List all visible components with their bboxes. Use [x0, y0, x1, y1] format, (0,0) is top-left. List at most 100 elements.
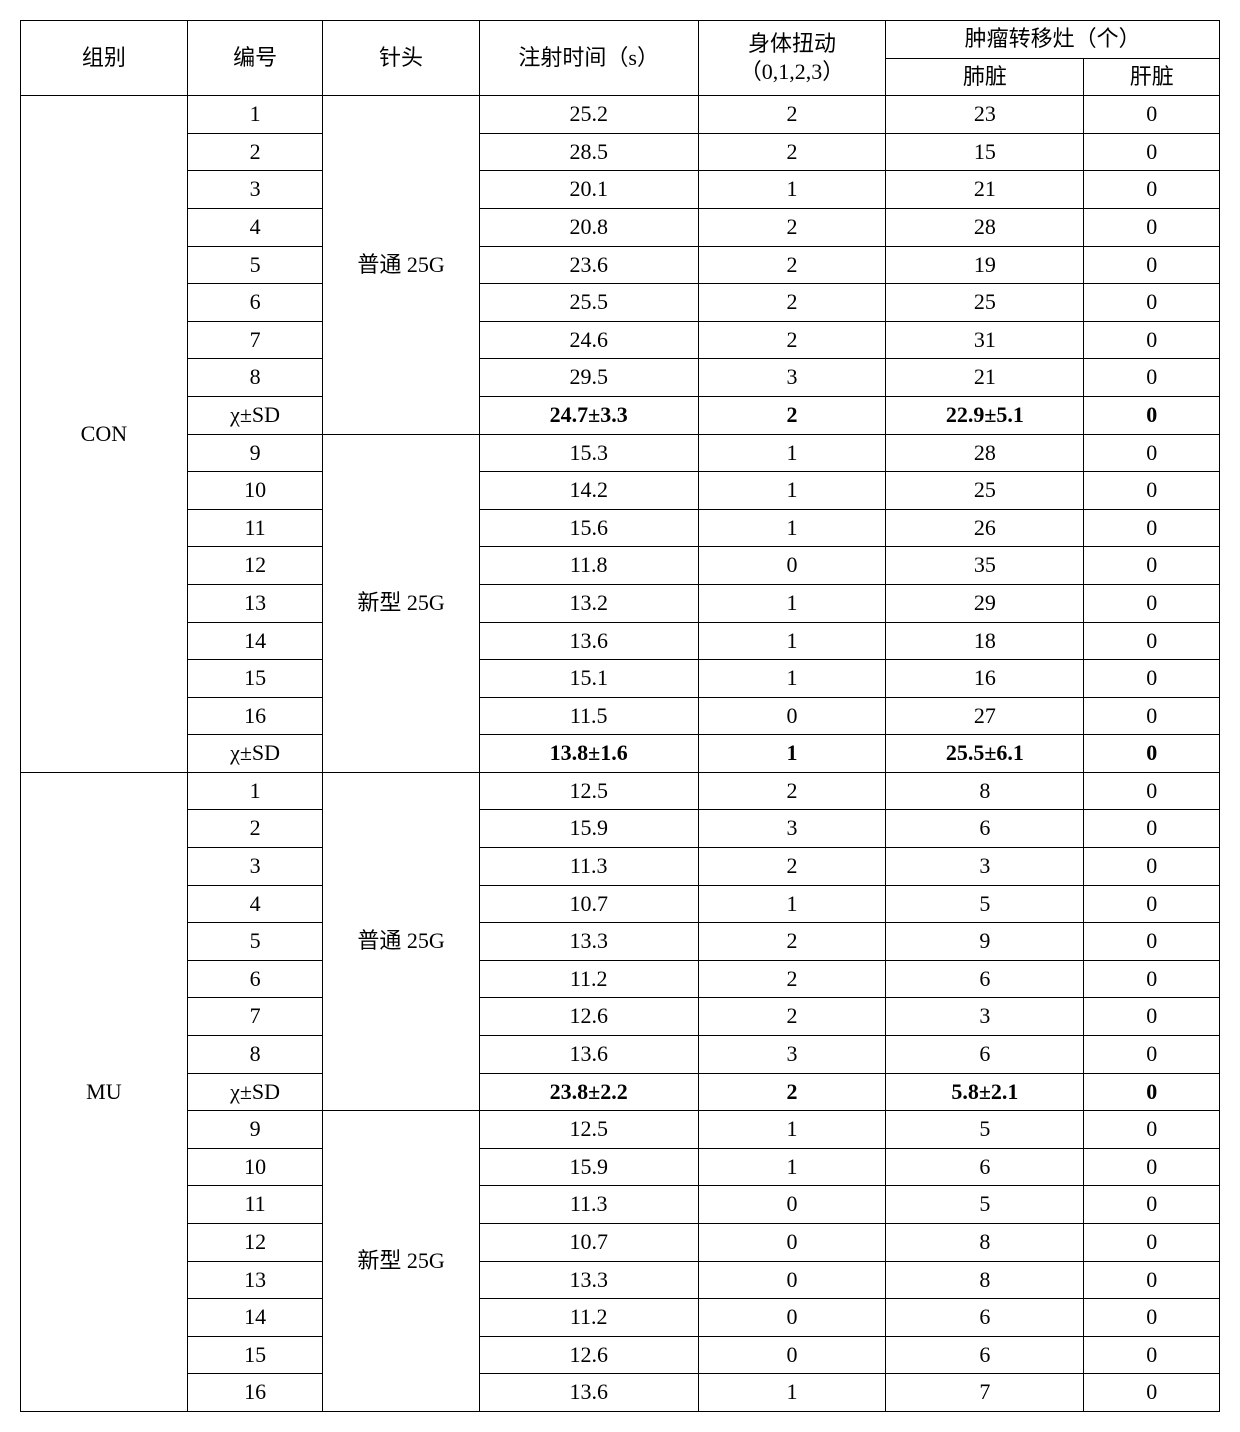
- cell-id: 8: [187, 359, 323, 397]
- cell-lung: 29: [886, 584, 1084, 622]
- cell-id: 1: [187, 96, 323, 134]
- cell-time: 29.5: [479, 359, 698, 397]
- cell-liver: 0: [1084, 321, 1220, 359]
- table-row: 513.3290: [21, 923, 1220, 961]
- cell-lung: 28: [886, 208, 1084, 246]
- cell-time: 12.6: [479, 998, 698, 1036]
- cell-time: 11.3: [479, 1186, 698, 1224]
- data-table: 组别 编号 针头 注射时间（s） 身体扭动（0,1,2,3） 肿瘤转移灶（个） …: [20, 20, 1220, 1412]
- table-row: 1313.3080: [21, 1261, 1220, 1299]
- cell-time: 11.2: [479, 1299, 698, 1337]
- cell-time: 28.5: [479, 133, 698, 171]
- header-tumor: 肿瘤转移灶（个）: [886, 21, 1220, 59]
- table-row: 1210.7080: [21, 1224, 1220, 1262]
- table-row: 1111.3050: [21, 1186, 1220, 1224]
- cell-twist: 2: [698, 96, 886, 134]
- cell-id: 7: [187, 998, 323, 1036]
- cell-twist: 1: [698, 171, 886, 209]
- cell-needle: 新型 25G: [323, 1111, 479, 1412]
- cell-twist: 1: [698, 584, 886, 622]
- cell-liver: 0: [1084, 1374, 1220, 1412]
- table-summary-row: χ±SD24.7±3.3222.9±5.10: [21, 396, 1220, 434]
- table-row: 523.62190: [21, 246, 1220, 284]
- cell-lung: 18: [886, 622, 1084, 660]
- cell-twist: 2: [698, 396, 886, 434]
- cell-group: MU: [21, 772, 188, 1411]
- cell-lung: 3: [886, 848, 1084, 886]
- header-liver: 肝脏: [1084, 58, 1220, 96]
- cell-twist: 2: [698, 848, 886, 886]
- cell-lung: 5: [886, 1186, 1084, 1224]
- cell-lung: 35: [886, 547, 1084, 585]
- cell-id: 2: [187, 810, 323, 848]
- table-row: 1413.61180: [21, 622, 1220, 660]
- cell-id: 4: [187, 208, 323, 246]
- cell-twist: 3: [698, 359, 886, 397]
- cell-lung: 26: [886, 509, 1084, 547]
- cell-time: 13.6: [479, 1036, 698, 1074]
- cell-twist: 0: [698, 1299, 886, 1337]
- cell-twist: 1: [698, 622, 886, 660]
- cell-time: 12.5: [479, 1111, 698, 1149]
- cell-twist: 0: [698, 1186, 886, 1224]
- header-group: 组别: [21, 21, 188, 96]
- cell-id: 15: [187, 1336, 323, 1374]
- cell-id: 3: [187, 848, 323, 886]
- cell-time: 10.7: [479, 1224, 698, 1262]
- cell-id: 6: [187, 960, 323, 998]
- cell-id: 8: [187, 1036, 323, 1074]
- cell-lung: 6: [886, 1036, 1084, 1074]
- cell-liver: 0: [1084, 96, 1220, 134]
- table-row: 311.3230: [21, 848, 1220, 886]
- cell-lung: 15: [886, 133, 1084, 171]
- table-row: 813.6360: [21, 1036, 1220, 1074]
- cell-liver: 0: [1084, 1261, 1220, 1299]
- cell-liver: 0: [1084, 923, 1220, 961]
- cell-twist: 1: [698, 735, 886, 773]
- cell-liver: 0: [1084, 171, 1220, 209]
- cell-lung: 16: [886, 660, 1084, 698]
- cell-liver: 0: [1084, 472, 1220, 510]
- cell-id: 7: [187, 321, 323, 359]
- table-row: 829.53210: [21, 359, 1220, 397]
- cell-liver: 0: [1084, 1036, 1220, 1074]
- cell-twist: 1: [698, 509, 886, 547]
- cell-time: 13.3: [479, 1261, 698, 1299]
- cell-summary-label: χ±SD: [187, 396, 323, 434]
- cell-liver: 0: [1084, 1186, 1220, 1224]
- cell-liver: 0: [1084, 1073, 1220, 1111]
- cell-twist: 1: [698, 660, 886, 698]
- cell-liver: 0: [1084, 735, 1220, 773]
- table-row: 215.9360: [21, 810, 1220, 848]
- cell-needle: 普通 25G: [323, 96, 479, 434]
- table-row: 1015.9160: [21, 1148, 1220, 1186]
- cell-lung: 25: [886, 284, 1084, 322]
- cell-time: 24.7±3.3: [479, 396, 698, 434]
- cell-liver: 0: [1084, 960, 1220, 998]
- cell-time: 11.5: [479, 697, 698, 735]
- cell-id: 12: [187, 1224, 323, 1262]
- cell-lung: 22.9±5.1: [886, 396, 1084, 434]
- cell-liver: 0: [1084, 660, 1220, 698]
- cell-id: 15: [187, 660, 323, 698]
- cell-liver: 0: [1084, 509, 1220, 547]
- table-row: 1211.80350: [21, 547, 1220, 585]
- table-row: 320.11210: [21, 171, 1220, 209]
- cell-id: 12: [187, 547, 323, 585]
- cell-twist: 0: [698, 1261, 886, 1299]
- cell-time: 14.2: [479, 472, 698, 510]
- cell-time: 23.8±2.2: [479, 1073, 698, 1111]
- cell-lung: 6: [886, 810, 1084, 848]
- table-summary-row: χ±SD13.8±1.6125.5±6.10: [21, 735, 1220, 773]
- cell-time: 15.3: [479, 434, 698, 472]
- table-row: 420.82280: [21, 208, 1220, 246]
- cell-lung: 25: [886, 472, 1084, 510]
- cell-lung: 23: [886, 96, 1084, 134]
- table-row: 9新型 25G15.31280: [21, 434, 1220, 472]
- cell-time: 10.7: [479, 885, 698, 923]
- cell-lung: 3: [886, 998, 1084, 1036]
- table-row: 228.52150: [21, 133, 1220, 171]
- cell-time: 13.6: [479, 622, 698, 660]
- cell-id: 16: [187, 697, 323, 735]
- cell-liver: 0: [1084, 848, 1220, 886]
